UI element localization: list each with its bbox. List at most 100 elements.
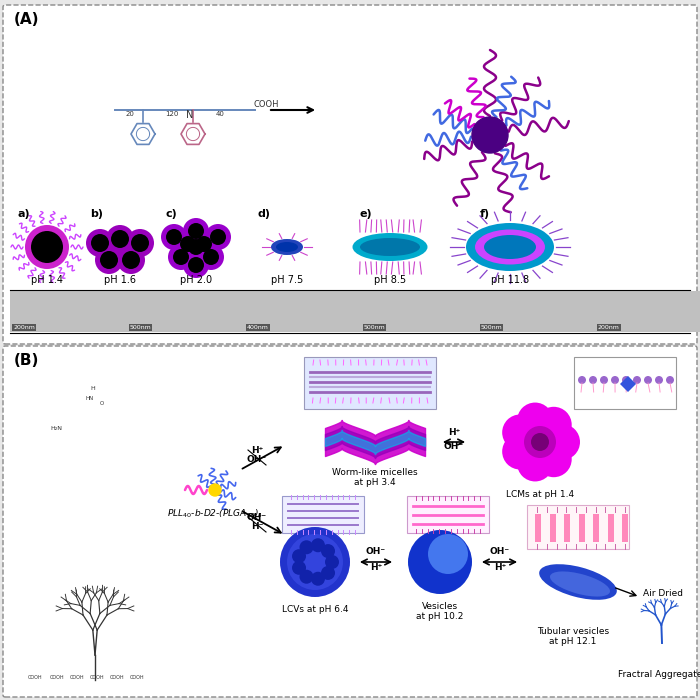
FancyBboxPatch shape — [622, 514, 628, 542]
Circle shape — [180, 236, 196, 252]
Text: H⁺: H⁺ — [494, 563, 506, 572]
FancyBboxPatch shape — [564, 514, 570, 542]
Circle shape — [205, 224, 231, 250]
Circle shape — [131, 234, 149, 252]
Circle shape — [517, 445, 553, 482]
Text: COOH: COOH — [110, 675, 125, 680]
Circle shape — [300, 570, 314, 584]
Text: COOH: COOH — [130, 675, 144, 680]
Text: f): f) — [480, 209, 490, 219]
FancyBboxPatch shape — [407, 496, 489, 533]
Text: OH⁻: OH⁻ — [247, 455, 267, 464]
Text: pH 1.4: pH 1.4 — [31, 275, 63, 285]
Circle shape — [183, 252, 209, 278]
Text: Air Dried: Air Dried — [643, 589, 683, 598]
Circle shape — [589, 376, 597, 384]
Circle shape — [175, 231, 201, 257]
Circle shape — [311, 572, 325, 586]
Text: OH⁻: OH⁻ — [490, 547, 510, 556]
Text: Worm-like micelles
at pH 3.4: Worm-like micelles at pH 3.4 — [332, 468, 418, 487]
Circle shape — [472, 117, 508, 153]
Circle shape — [287, 534, 343, 590]
Ellipse shape — [353, 233, 428, 261]
Circle shape — [600, 376, 608, 384]
Text: COOH: COOH — [28, 675, 42, 680]
Circle shape — [325, 555, 339, 569]
Circle shape — [502, 414, 538, 451]
FancyBboxPatch shape — [527, 505, 629, 549]
Circle shape — [578, 376, 586, 384]
Ellipse shape — [271, 239, 303, 255]
Circle shape — [210, 229, 226, 245]
Circle shape — [111, 230, 129, 248]
Circle shape — [117, 246, 145, 274]
Text: b): b) — [90, 209, 103, 219]
Text: H⁺: H⁺ — [370, 563, 382, 572]
Circle shape — [321, 566, 335, 580]
Circle shape — [106, 225, 134, 253]
Text: (A): (A) — [14, 12, 39, 27]
Text: 400nm: 400nm — [247, 325, 269, 330]
Text: HN: HN — [85, 396, 93, 401]
Text: OH⁻: OH⁻ — [444, 442, 464, 451]
FancyBboxPatch shape — [574, 357, 676, 409]
Circle shape — [188, 257, 204, 273]
Text: H: H — [90, 386, 95, 391]
Text: Tubular vesicles
at pH 12.1: Tubular vesicles at pH 12.1 — [537, 627, 609, 646]
Text: 40: 40 — [216, 111, 225, 117]
Text: pH 11.8: pH 11.8 — [491, 275, 529, 285]
Circle shape — [536, 441, 572, 477]
FancyBboxPatch shape — [608, 514, 613, 542]
Circle shape — [95, 246, 123, 274]
Circle shape — [536, 407, 572, 443]
Circle shape — [633, 376, 641, 384]
Circle shape — [644, 376, 652, 384]
Circle shape — [188, 239, 204, 255]
Circle shape — [300, 540, 314, 554]
FancyBboxPatch shape — [478, 291, 595, 332]
Circle shape — [311, 538, 325, 552]
Circle shape — [91, 234, 109, 252]
Circle shape — [168, 244, 194, 270]
Text: 500nm: 500nm — [130, 325, 152, 330]
FancyBboxPatch shape — [3, 346, 697, 697]
Text: LCMs at pH 1.4: LCMs at pH 1.4 — [506, 490, 574, 499]
Text: PLL$_{40}$-$b$-D2-(PLGA$_{10}$)$_{4}$: PLL$_{40}$-$b$-D2-(PLGA$_{10}$)$_{4}$ — [167, 508, 263, 521]
Circle shape — [198, 244, 224, 270]
Circle shape — [25, 225, 69, 269]
Text: COOH: COOH — [253, 100, 279, 109]
Text: pH 2.0: pH 2.0 — [180, 275, 212, 285]
Circle shape — [292, 561, 306, 575]
Circle shape — [196, 236, 212, 252]
Text: 200nm: 200nm — [13, 325, 35, 330]
Text: pH 8.5: pH 8.5 — [374, 275, 406, 285]
Circle shape — [122, 251, 140, 269]
Text: Fractral Aggregates: Fractral Aggregates — [617, 670, 700, 679]
Text: N: N — [186, 110, 194, 120]
FancyBboxPatch shape — [244, 291, 361, 332]
FancyBboxPatch shape — [595, 291, 700, 332]
Text: 200nm: 200nm — [598, 325, 620, 330]
Circle shape — [544, 424, 580, 460]
Text: e): e) — [360, 209, 372, 219]
Circle shape — [188, 223, 204, 239]
FancyBboxPatch shape — [550, 514, 556, 542]
Circle shape — [183, 218, 209, 244]
Ellipse shape — [475, 230, 545, 265]
Circle shape — [622, 376, 630, 384]
Text: pH 1.6: pH 1.6 — [104, 275, 136, 285]
FancyBboxPatch shape — [10, 291, 127, 332]
FancyBboxPatch shape — [593, 514, 599, 542]
Text: 20: 20 — [125, 111, 134, 117]
Circle shape — [666, 376, 674, 384]
FancyBboxPatch shape — [578, 514, 584, 542]
Text: LCVs at pH 6.4: LCVs at pH 6.4 — [281, 605, 349, 614]
FancyBboxPatch shape — [535, 514, 541, 542]
Text: H⁺: H⁺ — [251, 446, 263, 455]
Circle shape — [611, 376, 619, 384]
Circle shape — [655, 376, 663, 384]
Text: H⁻: H⁻ — [251, 522, 263, 531]
Circle shape — [31, 231, 63, 263]
Text: 120: 120 — [165, 111, 178, 117]
Circle shape — [280, 527, 350, 597]
